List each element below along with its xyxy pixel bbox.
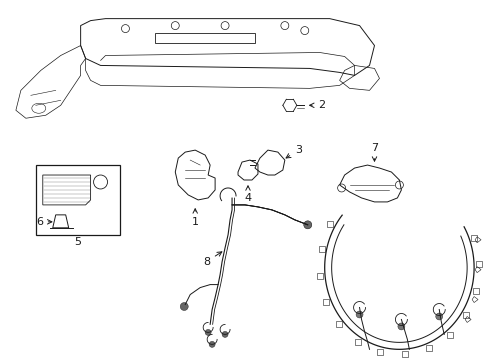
Circle shape [205, 329, 211, 336]
Bar [426, 345, 432, 351]
Circle shape [222, 332, 228, 337]
Bar [471, 235, 477, 241]
Text: 3: 3 [286, 145, 302, 158]
Circle shape [436, 313, 443, 320]
Bar [476, 261, 482, 267]
Bar [473, 288, 479, 294]
Bar [323, 299, 329, 305]
Text: 8: 8 [203, 252, 222, 267]
Circle shape [304, 221, 312, 229]
Text: 4: 4 [245, 186, 251, 203]
Circle shape [356, 311, 363, 318]
Bar [318, 246, 324, 252]
Bar [327, 221, 333, 227]
Circle shape [398, 323, 405, 330]
Text: 6: 6 [36, 217, 52, 227]
Text: 7: 7 [371, 143, 378, 161]
Bar [402, 351, 408, 357]
Bar [355, 338, 361, 345]
Bar [317, 273, 323, 279]
Text: 2: 2 [310, 100, 325, 110]
Bar [447, 332, 453, 338]
Bar [36, 165, 121, 235]
Bar [336, 321, 342, 327]
Bar [463, 312, 469, 318]
Circle shape [209, 341, 215, 347]
Circle shape [180, 302, 188, 310]
Text: 1: 1 [192, 209, 198, 227]
Bar [377, 349, 383, 355]
Text: 5: 5 [74, 237, 81, 247]
